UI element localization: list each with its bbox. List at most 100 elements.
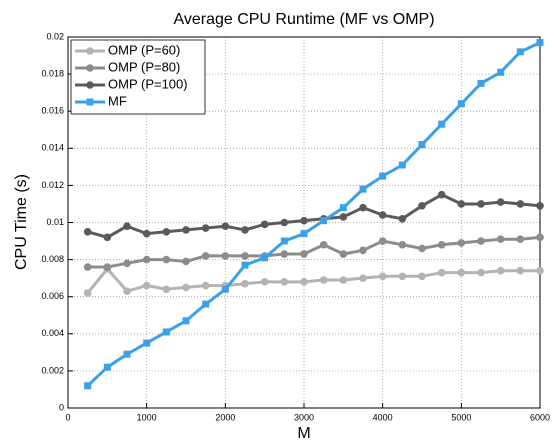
marker: [339, 213, 348, 221]
marker: [477, 237, 485, 245]
marker: [516, 235, 525, 243]
marker: [300, 216, 308, 225]
marker: [359, 203, 367, 212]
marker: [378, 272, 387, 281]
marker: [83, 289, 92, 297]
marker: [241, 226, 249, 234]
marker: [221, 285, 229, 293]
marker: [496, 198, 505, 206]
marker: [536, 202, 544, 210]
marker: [378, 237, 387, 245]
marker: [477, 268, 485, 277]
marker: [261, 254, 269, 262]
y-tick-label: 0.014: [41, 143, 64, 153]
marker: [300, 250, 308, 258]
plot-frame: [67, 36, 541, 409]
x-tick-label: 3000: [294, 412, 314, 422]
marker: [162, 227, 171, 236]
marker: [457, 100, 465, 108]
marker: [398, 272, 407, 281]
marker: [182, 226, 190, 234]
y-tick-label: 0.012: [41, 180, 64, 190]
marker: [437, 190, 446, 199]
marker: [418, 202, 426, 210]
marker: [86, 98, 94, 106]
marker: [418, 141, 426, 149]
marker: [260, 278, 269, 286]
marker: [162, 255, 171, 264]
marker: [83, 227, 92, 236]
marker: [103, 263, 112, 271]
marker: [280, 278, 289, 286]
marker: [398, 240, 407, 249]
marker: [241, 261, 249, 269]
y-axis-label: CPU Time (s): [13, 174, 30, 270]
marker: [241, 279, 249, 288]
x-axis-label: M: [297, 425, 310, 442]
marker: [457, 239, 466, 247]
marker: [162, 285, 171, 294]
marker: [123, 259, 131, 268]
marker: [123, 222, 131, 231]
marker: [438, 120, 446, 128]
marker: [280, 218, 289, 227]
marker: [182, 283, 190, 292]
marker: [241, 252, 249, 260]
marker: [516, 200, 525, 208]
y-tick-label: 0.018: [41, 68, 64, 78]
marker: [359, 274, 367, 282]
marker: [418, 272, 426, 281]
y-tick-label: 0.004: [41, 328, 64, 338]
marker: [457, 200, 466, 208]
marker: [221, 222, 230, 231]
marker: [516, 48, 524, 56]
marker: [319, 240, 328, 249]
legend: OMP (P=60) OMP (P=80) OMP (P=100) MF: [70, 39, 206, 115]
marker: [339, 204, 347, 212]
marker: [477, 200, 485, 208]
marker: [123, 350, 131, 358]
marker: [280, 237, 288, 245]
marker: [221, 252, 230, 260]
marker: [398, 161, 406, 169]
marker: [437, 268, 446, 277]
marker: [103, 363, 111, 371]
marker: [280, 250, 289, 258]
marker: [103, 233, 112, 242]
marker: [83, 263, 92, 271]
marker: [536, 39, 544, 47]
x-tick-label: 0: [65, 412, 70, 422]
y-tick-label: 0.006: [41, 291, 64, 301]
marker: [457, 268, 466, 277]
legend-label: OMP (P=60): [108, 42, 180, 57]
marker: [536, 233, 544, 242]
marker: [319, 276, 328, 284]
x-tick-label: 2000: [215, 412, 235, 422]
marker: [142, 281, 151, 290]
marker: [143, 339, 151, 347]
marker: [202, 300, 210, 308]
marker: [86, 64, 94, 72]
marker: [536, 266, 544, 275]
marker: [300, 230, 308, 238]
marker: [496, 235, 505, 243]
y-tick-label: 0.02: [46, 31, 64, 41]
marker: [418, 244, 426, 253]
marker: [437, 240, 446, 249]
marker: [201, 281, 210, 290]
marker: [398, 214, 407, 223]
marker: [359, 185, 367, 193]
x-tick-label: 5000: [451, 412, 471, 422]
marker: [123, 287, 131, 295]
marker: [182, 317, 190, 325]
marker: [359, 246, 367, 255]
marker: [320, 217, 328, 225]
marker: [516, 266, 525, 275]
marker: [201, 252, 210, 260]
marker: [477, 79, 485, 87]
marker: [496, 266, 505, 275]
y-tick-label: 0.01: [46, 217, 64, 227]
marker: [379, 172, 387, 180]
marker: [182, 257, 190, 266]
